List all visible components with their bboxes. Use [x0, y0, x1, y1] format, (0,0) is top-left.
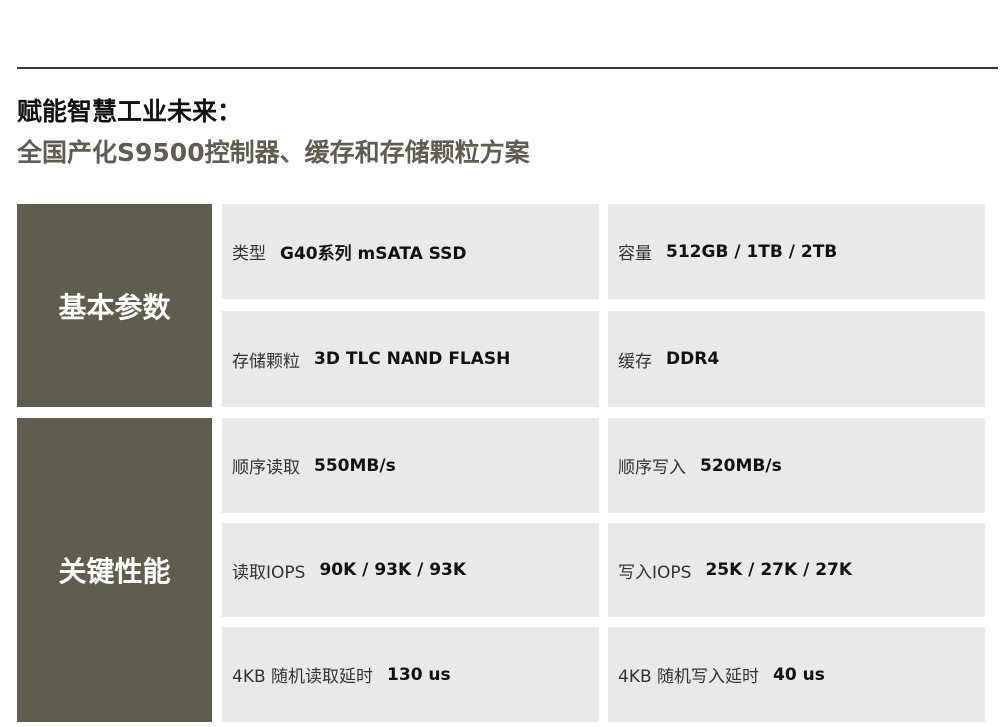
spec-label: 类型 — [232, 244, 266, 264]
spec-label: 容量 — [618, 244, 652, 264]
spec-cell: 4KB 随机写入延时 40 us — [608, 627, 985, 722]
spec-cell: 容量 512GB / 1TB / 2TB — [608, 204, 985, 299]
spec-value: 90K / 93K / 93K — [319, 560, 467, 580]
spec-cell: 4KB 随机读取延时 130 us — [222, 627, 599, 722]
spec-value: DDR4 — [666, 349, 720, 369]
spec-cell: 写入IOPS 25K / 27K / 27K — [608, 523, 985, 617]
spec-cell: 存储颗粒 3D TLC NAND FLASH — [222, 311, 599, 407]
spec-cell: 顺序读取 550MB/s — [222, 418, 599, 513]
spec-value: 25K / 27K / 27K — [705, 560, 853, 580]
spec-cell: 读取IOPS 90K / 93K / 93K — [222, 523, 599, 617]
spec-label: 4KB 随机写入延时 — [618, 667, 760, 687]
spec-label: 4KB 随机读取延时 — [232, 667, 374, 687]
top-divider — [17, 67, 998, 69]
spec-value: 512GB / 1TB / 2TB — [666, 241, 838, 262]
spec-value: 520MB/s — [700, 455, 782, 476]
page-subtitle: 全国产化S9500控制器、缓存和存储颗粒方案 — [17, 138, 530, 167]
spec-cell: 类型 G40系列 mSATA SSD — [222, 204, 599, 299]
spec-cell: 顺序写入 520MB/s — [608, 418, 985, 513]
spec-label: 顺序写入 — [618, 458, 686, 478]
spec-label: 写入IOPS — [618, 562, 692, 583]
spec-value: 40 us — [773, 664, 825, 685]
spec-value: G40系列 mSATA SSD — [280, 244, 467, 264]
spec-label: 存储颗粒 — [232, 351, 300, 372]
spec-label: 读取IOPS — [232, 562, 306, 583]
spec-label: 顺序读取 — [232, 458, 300, 478]
page-title: 赋能智慧工业未来： — [17, 97, 243, 126]
section-key-performance: 关键性能 — [17, 418, 212, 722]
spec-label: 缓存 — [618, 351, 652, 372]
section-basic-params: 基本参数 — [17, 204, 212, 407]
spec-value: 130 us — [387, 664, 451, 685]
spec-value: 3D TLC NAND FLASH — [314, 349, 511, 369]
spec-value: 550MB/s — [314, 455, 396, 476]
spec-cell: 缓存 DDR4 — [608, 311, 985, 407]
